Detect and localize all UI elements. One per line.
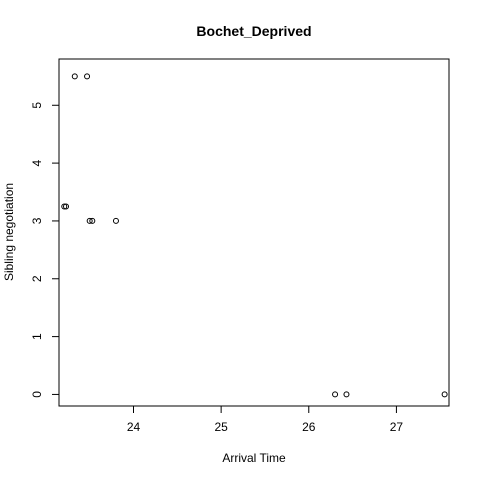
y-tick-label: 3 [30, 217, 44, 224]
data-points [61, 73, 448, 398]
y-axis-label: Sibling negotiation [2, 183, 16, 281]
x-tick-label: 27 [390, 420, 404, 434]
chart-title: Bochet_Deprived [196, 23, 311, 39]
data-point [71, 73, 78, 80]
x-tick-label: 24 [127, 420, 141, 434]
data-point [441, 391, 448, 398]
y-axis: 0 1 2 3 4 5 [30, 102, 60, 398]
data-point [89, 217, 96, 224]
y-tick-label: 4 [30, 159, 44, 166]
x-axis-label: Arrival Time [222, 451, 286, 465]
data-point [63, 203, 70, 210]
y-tick-label: 2 [30, 275, 44, 282]
data-point [86, 217, 93, 224]
data-point [84, 73, 91, 80]
y-tick-label: 1 [30, 333, 44, 340]
data-point [112, 217, 119, 224]
y-tick-label: 0 [30, 391, 44, 398]
data-point [332, 391, 339, 398]
data-point [343, 391, 350, 398]
data-point [61, 203, 68, 210]
x-tick-label: 25 [214, 420, 228, 434]
y-tick-label: 5 [30, 102, 44, 109]
plot-frame [58, 58, 450, 407]
x-tick-label: 26 [302, 420, 316, 434]
x-axis: 24 25 26 27 [127, 405, 404, 434]
